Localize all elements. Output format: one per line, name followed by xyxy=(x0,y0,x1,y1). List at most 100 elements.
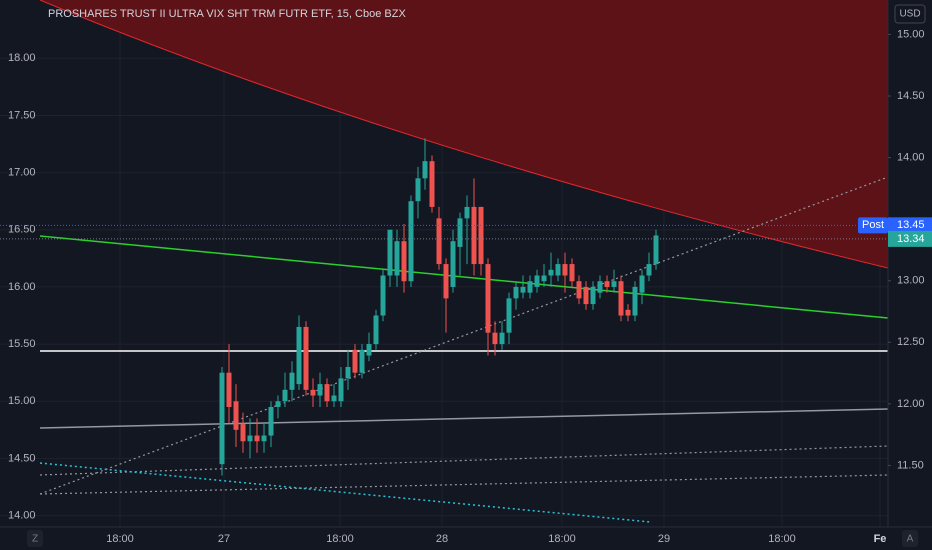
x-tick-label: 28 xyxy=(436,533,448,545)
candle-body xyxy=(324,384,330,402)
plot xyxy=(219,138,659,476)
candle-body xyxy=(408,201,414,282)
candle-body xyxy=(366,344,372,356)
post-price-label: 13.45 xyxy=(897,219,925,231)
y-tick-label: 17.50 xyxy=(8,109,36,121)
candle-body xyxy=(541,275,547,282)
candle-body xyxy=(527,281,533,293)
candle-body xyxy=(415,178,421,202)
last-price-label: 13.34 xyxy=(897,233,925,245)
y-tick-label: 17.00 xyxy=(8,167,36,179)
y2-tick-label: 14.50 xyxy=(897,90,925,102)
candle-body xyxy=(289,372,295,390)
control-box[interactable] xyxy=(27,530,43,547)
candle-body xyxy=(611,281,617,287)
post-box xyxy=(858,217,888,234)
candle-body xyxy=(352,349,358,373)
candle-body xyxy=(590,286,596,305)
candle-body xyxy=(268,406,274,436)
candle-body xyxy=(513,286,519,299)
candle-body xyxy=(625,309,631,316)
candle-body xyxy=(436,218,442,265)
y2-tick-label: 14.00 xyxy=(897,152,925,164)
x-tick-label: 27 xyxy=(218,533,230,545)
y-tick-label: 18.00 xyxy=(8,52,36,64)
x-tick-label: 18:00 xyxy=(106,533,134,545)
currency[interactable]: USD xyxy=(899,9,920,20)
candle-body xyxy=(471,206,477,265)
y2-tick-label: 12.00 xyxy=(897,398,925,410)
candle-body xyxy=(373,315,379,345)
candle-body xyxy=(233,401,239,430)
candle-body xyxy=(422,161,428,179)
candle-body xyxy=(478,206,484,265)
currency-box[interactable] xyxy=(894,4,926,24)
candle-body xyxy=(520,286,526,293)
candle-body xyxy=(429,161,435,207)
control-right[interactable]: A xyxy=(907,534,914,545)
y2-tick-label: 13.00 xyxy=(897,275,925,287)
candle-body xyxy=(506,298,512,333)
candle-body xyxy=(450,241,456,287)
channel-line xyxy=(39,0,889,269)
candle-body xyxy=(387,229,393,276)
candle-body xyxy=(555,264,561,276)
y-tick-label: 14.50 xyxy=(8,452,36,464)
candle-body xyxy=(282,389,288,402)
candle-body xyxy=(247,435,253,442)
candle-body xyxy=(443,264,449,299)
candle-body xyxy=(401,241,407,282)
trend-line xyxy=(39,408,889,429)
candle-body xyxy=(464,206,470,219)
y-tick-label: 15.50 xyxy=(8,338,36,350)
x-tick-label: 29 xyxy=(658,533,670,545)
trend-line xyxy=(39,235,889,319)
dotted-line xyxy=(39,445,889,476)
control-box[interactable] xyxy=(902,530,918,547)
candle-body xyxy=(639,275,645,293)
candle-body xyxy=(310,389,316,396)
x-tick-label: Fe xyxy=(874,533,887,545)
candle-body xyxy=(548,269,554,276)
candle-body xyxy=(317,384,323,396)
candle-body xyxy=(576,281,582,299)
candle-body xyxy=(226,372,232,407)
dotted-line xyxy=(39,474,889,495)
candle-body xyxy=(618,281,624,316)
candle-body xyxy=(303,326,309,390)
dotted-line xyxy=(39,462,651,523)
candle-body xyxy=(597,281,603,293)
candle-body xyxy=(569,264,575,282)
y2-tick-label: 11.50 xyxy=(897,459,924,471)
x-tick-label: 18:00 xyxy=(548,533,576,545)
dotted-line xyxy=(39,176,889,495)
y2-tick-label: 15.00 xyxy=(897,28,925,40)
post-label: Post xyxy=(862,219,884,231)
candle-body xyxy=(604,281,610,287)
candle-body xyxy=(261,435,267,442)
last-price-box xyxy=(888,230,932,247)
candle-body xyxy=(457,218,463,247)
candle-body xyxy=(394,241,400,276)
x-tick-label: 18:00 xyxy=(768,533,796,545)
candle-body xyxy=(562,264,568,276)
x-tick-label: 18:00 xyxy=(326,533,354,545)
candle-body xyxy=(492,332,498,345)
candle-body xyxy=(632,286,638,316)
candle-body xyxy=(534,275,540,287)
candle-body xyxy=(653,235,659,265)
candle-body xyxy=(380,275,386,316)
candle-body xyxy=(331,395,337,402)
candle-body xyxy=(646,264,652,276)
candle-body xyxy=(240,424,246,442)
control-left[interactable]: Z xyxy=(32,534,38,545)
post-price-box xyxy=(888,217,932,234)
channel-fill xyxy=(40,0,888,268)
candle-body xyxy=(254,435,260,442)
y-tick-label: 16.00 xyxy=(8,281,36,293)
candle-body xyxy=(296,326,302,385)
candle-body xyxy=(499,332,505,345)
candle-body xyxy=(338,378,344,402)
